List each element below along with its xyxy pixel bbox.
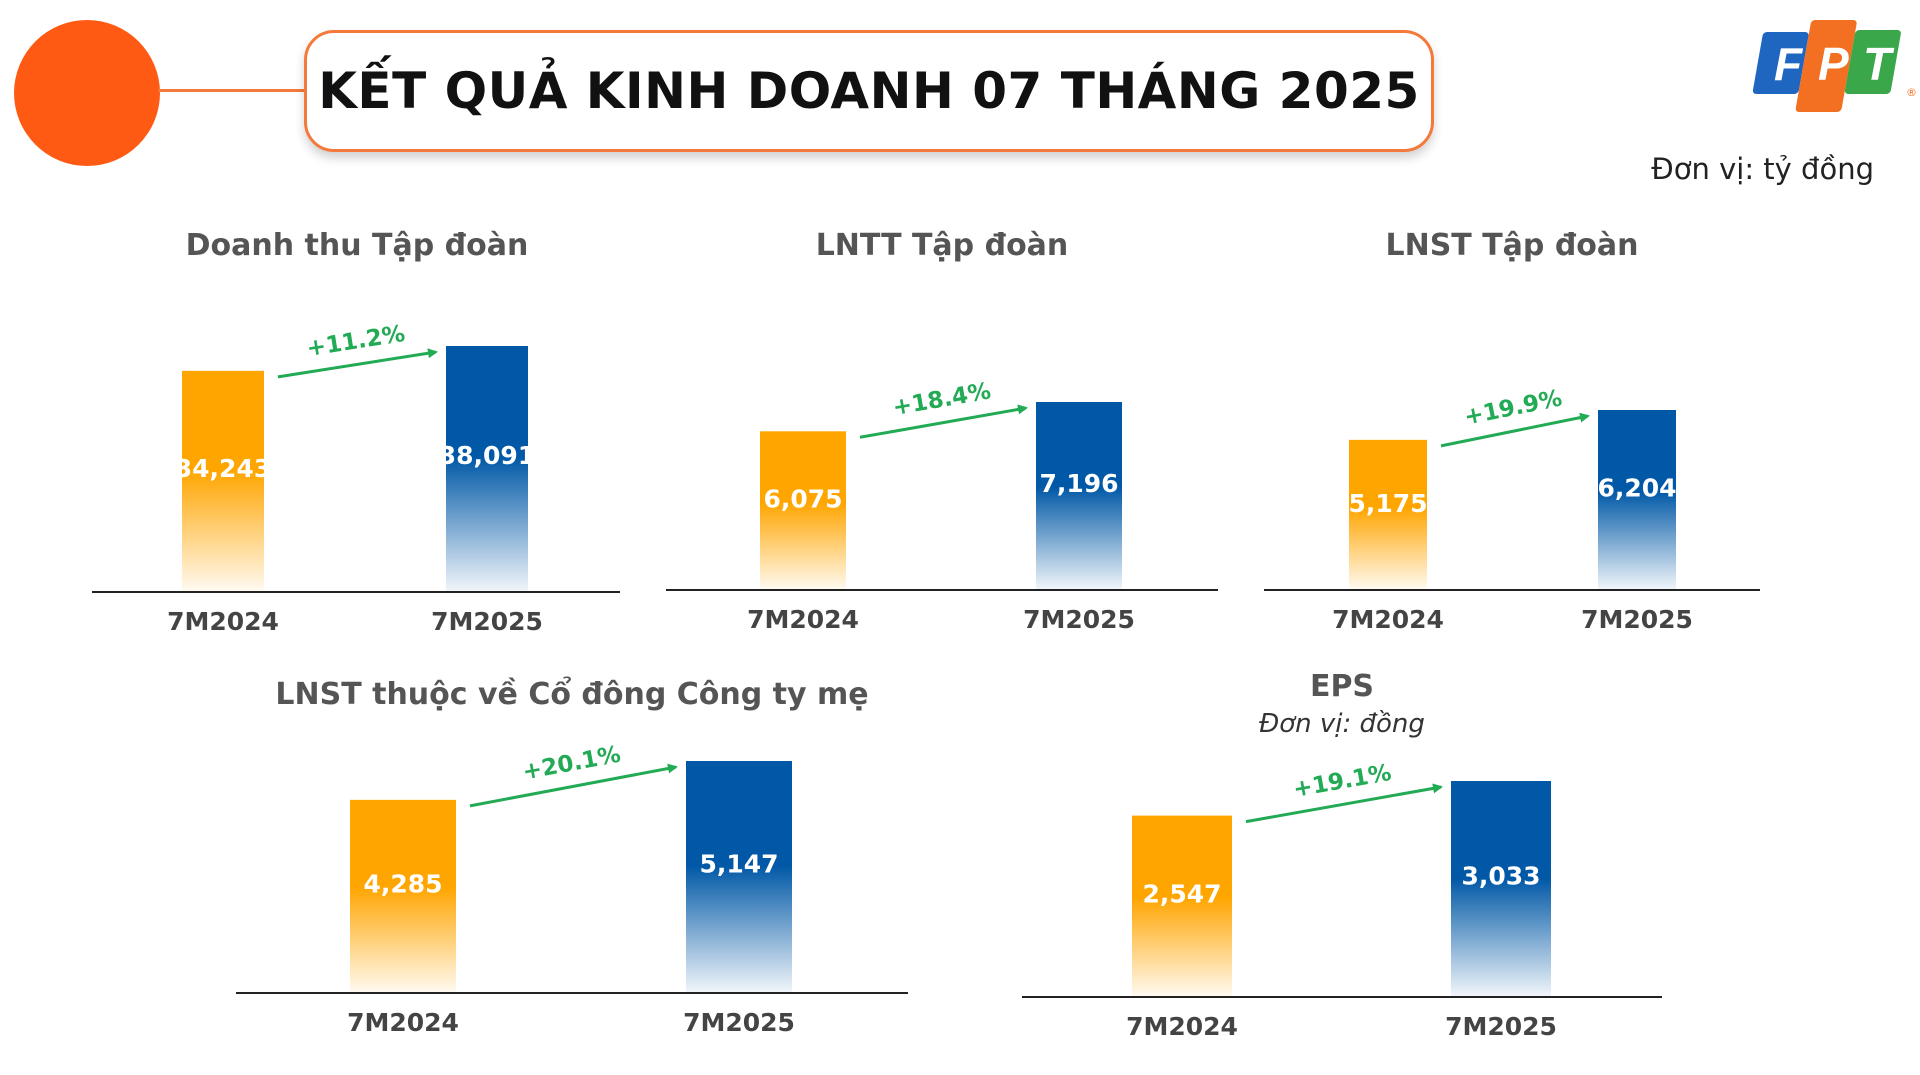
chart-title: Doanh thu Tập đoàn (185, 228, 529, 263)
chart-profit-after-tax: LNST Tập đoàn 5,175 7M2024 6,204 7M2025 +19.9… (1264, 220, 1760, 650)
bar-value-label: 5,175 (1348, 489, 1427, 518)
bar-7m2025 (1598, 410, 1676, 590)
growth-arrow (1245, 783, 1443, 824)
category-label: 7M2024 (167, 607, 279, 636)
bar-7m2025 (686, 761, 792, 993)
chart-svg: 34,243 7M2024 38,091 7M2025 +11.2% (92, 321, 620, 636)
chart-revenue: Doanh thu Tập đoàn 34,243 7M2024 38,091 7M20… (92, 220, 622, 650)
category-label: 7M2025 (1581, 605, 1693, 634)
category-label: 7M2025 (431, 607, 543, 636)
category-label: 7M2025 (1445, 1012, 1557, 1041)
bar-value-label: 3,033 (1461, 862, 1540, 891)
bar-value-label: 5,147 (699, 849, 778, 878)
bar-value-label: 34,243 (175, 454, 271, 483)
bar-value-label: 6,075 (763, 484, 842, 513)
bar-value-label: 7,196 (1039, 469, 1118, 498)
bar-7m2024 (760, 431, 846, 590)
logo-letter-t: T (1863, 38, 1895, 90)
bar-value-label: 6,204 (1597, 473, 1676, 502)
chart-svg: 6,075 7M2024 7,196 7M2025 +18.4% (666, 378, 1218, 634)
page-title: KẾT QUẢ KINH DOANH 07 THÁNG 2025 (318, 62, 1420, 120)
logo-block-f (1752, 32, 1809, 94)
growth-arrow (1440, 412, 1590, 448)
growth-label: +19.1% (1291, 760, 1393, 803)
bar-7m2025 (446, 346, 528, 592)
growth-label: +11.2% (305, 321, 407, 362)
title-banner: KẾT QUẢ KINH DOANH 07 THÁNG 2025 (304, 30, 1434, 152)
category-label: 7M2025 (1023, 605, 1135, 634)
chart-profit-before-tax: LNTT Tập đoàn 6,075 7M2024 7,196 7M2025 +18.4… (666, 220, 1218, 650)
category-label: 7M2024 (347, 1008, 459, 1037)
bar-7m2024 (1132, 815, 1232, 997)
chart-parent-profit: LNST thuộc về Cổ đông Công ty mẹ 4,285 7M2… (236, 665, 908, 1065)
bar-7m2024 (182, 370, 264, 592)
decorative-circle (14, 20, 160, 166)
bar-7m2024 (350, 799, 456, 993)
chart-subtitle: Đơn vị: đồng (1259, 709, 1425, 739)
bar-value-label: 38,091 (439, 441, 535, 470)
logo-block-p (1795, 20, 1857, 112)
chart-svg: 2,547 7M2024 3,033 7M2025 +19.1% (1022, 760, 1662, 1041)
logo-block-t (1844, 30, 1901, 94)
chart-title: LNST Tập đoàn (1385, 228, 1639, 263)
bar-7m2024 (1349, 439, 1427, 590)
growth-arrow (277, 348, 438, 379)
category-label: 7M2024 (1126, 1012, 1238, 1041)
category-label: 7M2024 (1332, 605, 1444, 634)
chart-title: LNTT Tập đoàn (815, 228, 1069, 263)
bar-value-label: 2,547 (1142, 880, 1221, 909)
chart-eps: EPS Đơn vị: đồng 2,547 7M2024 3,033 7M2025 +19… (1022, 665, 1662, 1065)
category-label: 7M2025 (683, 1008, 795, 1037)
bar-value-label: 4,285 (363, 870, 442, 899)
chart-title: EPS (1309, 669, 1375, 704)
bar-7m2025 (1036, 402, 1122, 590)
growth-label: +18.4% (891, 378, 993, 421)
logo-letter-f: F (1774, 38, 1804, 90)
growth-arrow (859, 404, 1028, 439)
title-connector-line (158, 89, 306, 92)
logo-letter-p: P (1818, 38, 1849, 90)
registered-mark-icon: ® (1906, 86, 1917, 99)
fpt-logo: F P T ® (1752, 20, 1917, 112)
unit-note: Đơn vị: tỷ đồng (1651, 152, 1874, 186)
chart-title: LNST thuộc về Cổ đông Công ty mẹ (275, 677, 869, 712)
bar-7m2025 (1451, 781, 1551, 997)
growth-arrow (469, 763, 678, 808)
category-label: 7M2024 (747, 605, 859, 634)
